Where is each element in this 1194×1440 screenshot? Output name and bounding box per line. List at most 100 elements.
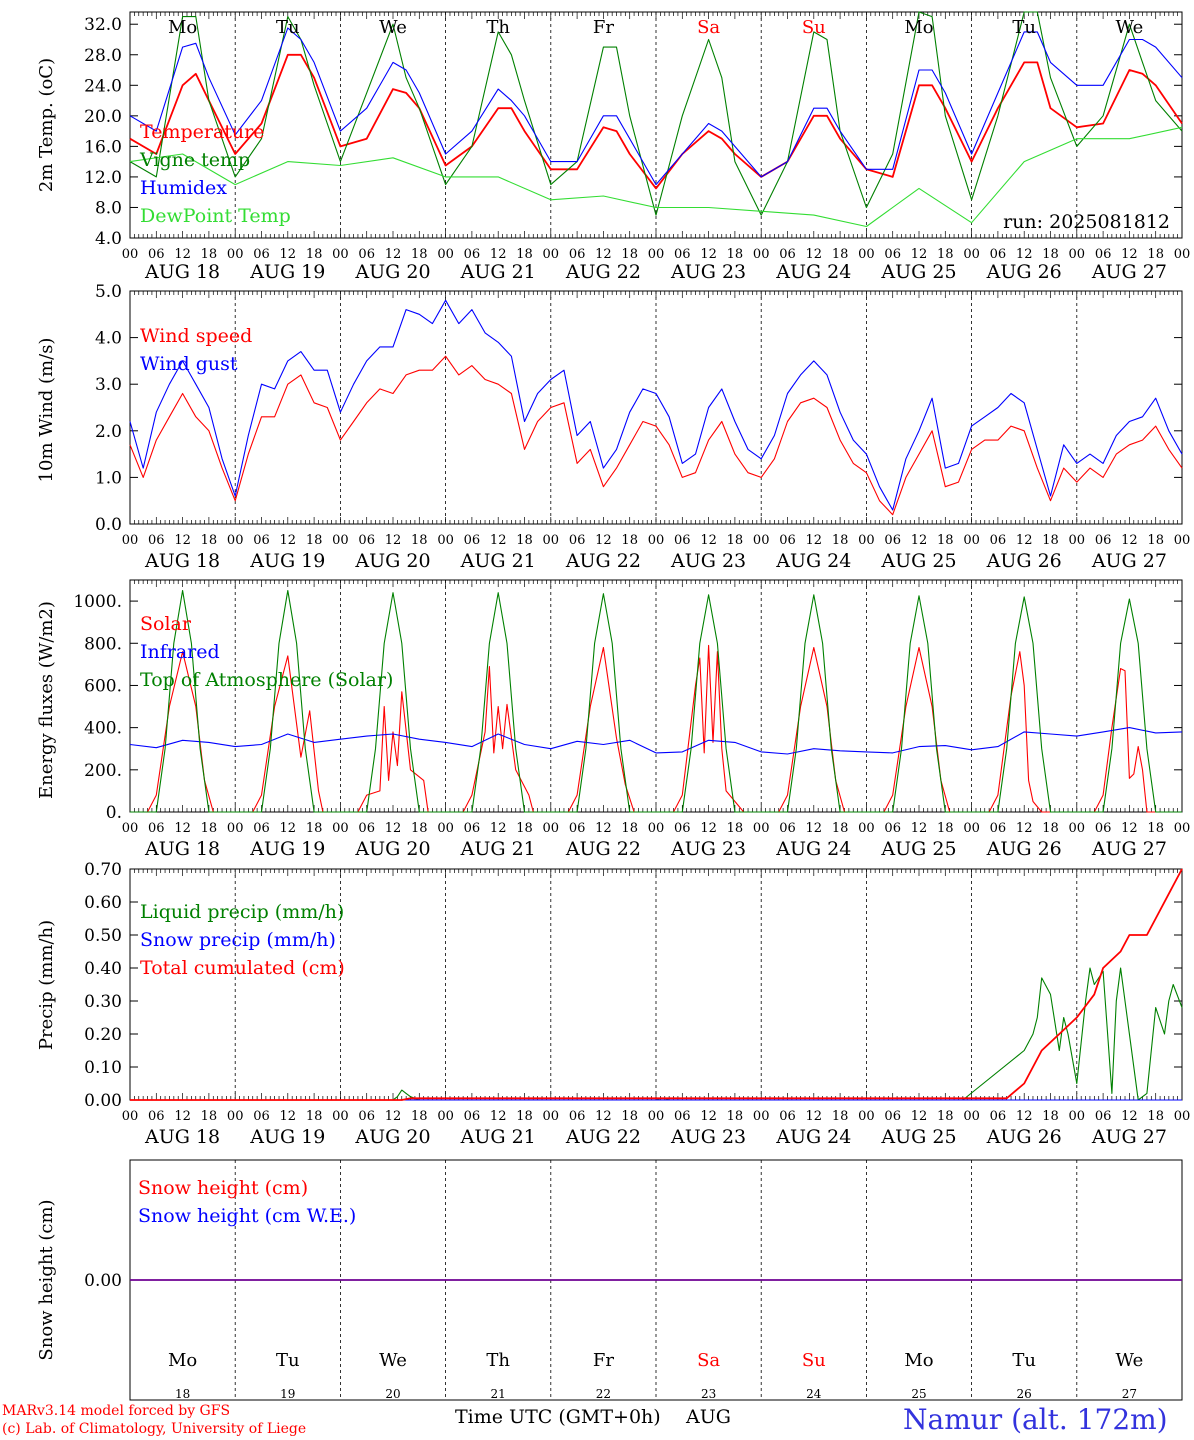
model-credit: MARv3.14 model forced by GFS <box>2 1403 231 1419</box>
legend-entry: Snow height (cm) <box>138 1177 308 1199</box>
x-hour-label: 06 <box>990 1109 1007 1124</box>
x-hour-label: 06 <box>253 1109 270 1124</box>
x-date-label: AUG 22 <box>565 550 641 572</box>
y-tick-label: 2.0 <box>95 422 122 442</box>
x-hour-label: 06 <box>569 247 586 262</box>
x-hour-label: 00 <box>1069 1109 1086 1124</box>
x-date-label: AUG 25 <box>880 261 956 283</box>
day-number: 27 <box>1122 1387 1137 1401</box>
y-tick-label: 0.60 <box>84 893 122 913</box>
x-hour-label: 18 <box>832 533 849 548</box>
x-hour-label: 12 <box>174 1109 191 1124</box>
x-hour-label: 06 <box>358 1109 375 1124</box>
day-name-bottom: We <box>379 1350 407 1371</box>
day-name-top: Su <box>802 17 826 38</box>
x-hour-label: 12 <box>174 821 191 836</box>
y-axis-label: Energy fluxes (W/m2) <box>36 601 57 799</box>
x-hour-label: 18 <box>727 821 744 836</box>
y-tick-label: 0.00 <box>84 1271 122 1291</box>
x-date-label: AUG 27 <box>1091 550 1167 572</box>
x-hour-label: 06 <box>148 247 165 262</box>
x-hour-label: 06 <box>1095 247 1112 262</box>
x-date-label: AUG 19 <box>249 261 325 283</box>
x-axis-label: Time UTC (GMT+0h) <box>455 1406 661 1428</box>
x-hour-label: 18 <box>516 821 533 836</box>
x-date-label: AUG 18 <box>144 550 220 572</box>
x-date-label: AUG 23 <box>670 1126 746 1148</box>
x-date-label: AUG 25 <box>880 838 956 860</box>
x-date-label: AUG 25 <box>880 1126 956 1148</box>
day-name-bottom: Su <box>802 1350 826 1371</box>
x-date-label: AUG 26 <box>986 1126 1062 1148</box>
x-date-label: AUG 22 <box>565 838 641 860</box>
x-hour-label: 06 <box>884 1109 901 1124</box>
x-hour-label: 12 <box>490 533 507 548</box>
x-hour-label: 00 <box>332 247 349 262</box>
y-axis-label: Precip (mm/h) <box>36 920 57 1050</box>
x-hour-label: 06 <box>990 247 1007 262</box>
legend-entry: Snow height (cm W.E.) <box>138 1205 356 1227</box>
legend-entry: Snow precip (mm/h) <box>140 929 336 951</box>
x-hour-label: 00 <box>963 533 980 548</box>
x-hour-label: 00 <box>858 1109 875 1124</box>
x-hour-label: 12 <box>806 533 823 548</box>
x-hour-label: 18 <box>1147 247 1164 262</box>
day-name-bottom: Mo <box>904 1350 933 1371</box>
y-axis-label: Snow height (cm) <box>36 1199 57 1360</box>
x-hour-label: 00 <box>1069 821 1086 836</box>
x-date-label: AUG 20 <box>354 550 430 572</box>
x-hour-label: 06 <box>464 821 481 836</box>
x-hour-label: 18 <box>306 1109 323 1124</box>
x-hour-label: 00 <box>648 247 665 262</box>
x-hour-label: 00 <box>963 821 980 836</box>
x-hour-label: 00 <box>122 247 139 262</box>
x-hour-label: 18 <box>411 247 428 262</box>
x-hour-label: 18 <box>1042 1109 1059 1124</box>
x-hour-label: 00 <box>648 533 665 548</box>
y-tick-label: 800. <box>84 634 122 654</box>
y-axis-label: 2m Temp. (oC) <box>36 58 57 192</box>
x-hour-label: 06 <box>1095 821 1112 836</box>
x-hour-label: 12 <box>385 247 402 262</box>
x-hour-label: 00 <box>1174 821 1191 836</box>
y-tick-label: 0.40 <box>84 959 122 979</box>
y-tick-label: 0.10 <box>84 1058 122 1078</box>
x-hour-label: 06 <box>1095 533 1112 548</box>
legend-entry: Wind gust <box>140 353 238 375</box>
x-hour-label: 06 <box>674 1109 691 1124</box>
series-line <box>129 11 1183 216</box>
x-hour-label: 00 <box>227 1109 244 1124</box>
x-hour-label: 18 <box>1147 1109 1164 1124</box>
x-hour-label: 12 <box>700 821 717 836</box>
x-date-label: AUG 19 <box>249 550 325 572</box>
x-hour-label: 18 <box>201 1109 218 1124</box>
x-hour-label: 06 <box>464 1109 481 1124</box>
y-tick-label: 12.0 <box>84 168 122 188</box>
x-hour-label: 18 <box>1042 533 1059 548</box>
x-hour-label: 18 <box>306 247 323 262</box>
day-number: 20 <box>385 1387 400 1401</box>
x-date-label: AUG 24 <box>775 261 851 283</box>
legend-entry: Infrared <box>140 641 220 663</box>
x-hour-label: 06 <box>253 533 270 548</box>
x-hour-label: 18 <box>1042 247 1059 262</box>
x-date-label: AUG 20 <box>354 838 430 860</box>
legend-entry: Temperature <box>140 121 264 143</box>
y-tick-label: 0.00 <box>84 1091 122 1111</box>
day-number: 19 <box>280 1387 295 1401</box>
y-tick-label: 4.0 <box>95 329 122 349</box>
x-hour-label: 18 <box>201 821 218 836</box>
x-hour-label: 06 <box>358 247 375 262</box>
x-hour-label: 12 <box>911 1109 928 1124</box>
x-hour-label: 12 <box>174 247 191 262</box>
x-date-label: AUG 21 <box>460 1126 536 1148</box>
x-hour-label: 18 <box>1147 533 1164 548</box>
x-hour-label: 18 <box>411 533 428 548</box>
x-hour-label: 12 <box>385 1109 402 1124</box>
x-hour-label: 00 <box>332 821 349 836</box>
x-hour-label: 12 <box>1121 247 1138 262</box>
x-date-label: AUG 19 <box>249 1126 325 1148</box>
x-hour-label: 12 <box>700 1109 717 1124</box>
x-hour-label: 18 <box>727 1109 744 1124</box>
